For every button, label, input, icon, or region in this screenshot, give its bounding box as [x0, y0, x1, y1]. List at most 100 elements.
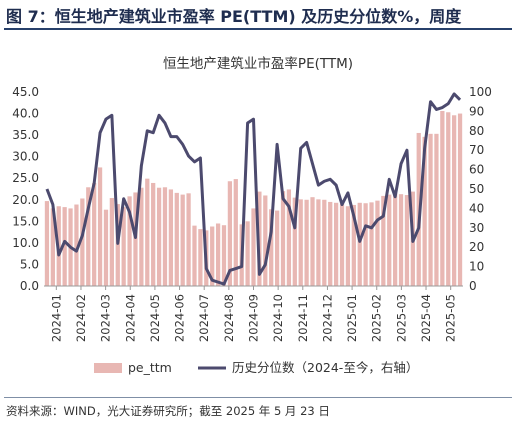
pe-ttm-bar — [363, 203, 368, 286]
right-tick-label: 0 — [469, 279, 477, 293]
pe-ttm-bar — [357, 202, 362, 286]
pe-ttm-bar — [198, 229, 203, 286]
source-rule — [4, 397, 512, 398]
pe-ttm-bar — [351, 204, 356, 286]
pe-ttm-bar — [245, 221, 250, 286]
left-tick-label: 35.0 — [12, 128, 39, 142]
pe-ttm-bar — [434, 133, 439, 286]
pe-ttm-bar — [452, 115, 457, 286]
pe-ttm-bar — [109, 198, 114, 286]
x-tick-label: 2024-01 — [49, 294, 63, 342]
pe-ttm-bar — [339, 204, 345, 286]
pe-ttm-bar — [139, 187, 144, 286]
x-tick-label: 2024-11 — [296, 294, 310, 342]
right-tick-label: 80 — [469, 124, 484, 138]
pe-ttm-bar — [345, 206, 351, 286]
pe-ttm-bar — [286, 189, 292, 286]
pe-ttm-bar — [280, 191, 286, 286]
pe-ttm-bar — [215, 223, 221, 286]
pe-ttm-bar — [322, 199, 327, 286]
pe-ttm-bar — [103, 209, 109, 286]
pe-ttm-bar — [334, 202, 339, 286]
pe-ttm-bar — [127, 196, 132, 286]
pe-ttm-bar — [263, 195, 268, 286]
title-rule — [4, 28, 512, 30]
pe-ttm-bar — [369, 202, 374, 286]
right-tick-label: 70 — [469, 143, 484, 157]
left-tick-label: 0.0 — [20, 279, 39, 293]
legend-line-label: 历史分位数（2024-至今，右轴） — [232, 360, 418, 375]
pe-ttm-bar — [80, 198, 85, 286]
x-tick-label: 2025-01 — [345, 294, 359, 342]
pe-ttm-bar — [156, 187, 162, 286]
pe-ttm-bar — [186, 193, 191, 286]
chart-title: 恒生地产建筑业市盈率PE(TTM) — [163, 55, 353, 72]
right-tick-label: 20 — [469, 240, 484, 254]
pe-ttm-bar — [92, 182, 97, 286]
right-tick-label: 100 — [469, 85, 492, 99]
pe-ttm-bar — [86, 187, 91, 286]
pe-ttm-bar — [298, 199, 303, 286]
pe-ttm-bar — [428, 133, 433, 286]
left-tick-label: 10.0 — [12, 236, 39, 250]
legend: pe_ttm 历史分位数（2024-至今，右轴） — [94, 360, 418, 375]
pe-ttm-bar — [446, 112, 451, 286]
pe-ttm-bar — [50, 208, 55, 286]
figure-title: 图 7：恒生地产建筑业市盈率 PE(TTM) 及历史分位数%，周度 — [6, 7, 462, 26]
x-axis: 2024-01 2024-02 2024-03 2024-04 2024-05 2024-… — [49, 286, 458, 342]
pe-ttm-bar — [269, 209, 274, 286]
pe-ttm-bar — [44, 201, 50, 286]
x-tick-label: 2025-05 — [444, 294, 458, 342]
pe-ttm-bar — [233, 179, 238, 286]
x-tick-label: 2025-04 — [419, 294, 433, 342]
pe-ttm-bar — [375, 200, 380, 286]
left-tick-label: 40.0 — [12, 107, 39, 121]
pe-ttm-bar — [422, 136, 427, 286]
pe-ttm-bar — [151, 182, 156, 286]
pe-ttm-bar — [316, 199, 321, 286]
x-tick-label: 2024-12 — [320, 294, 334, 342]
pe-ttm-bar — [304, 199, 309, 286]
pe-ttm-bar — [387, 194, 392, 286]
pe-ttm-bar — [251, 208, 256, 286]
pe-ttm-bar — [227, 181, 233, 286]
percentile-line — [45, 92, 462, 286]
right-axis: 0 10 20 30 40 50 60 70 80 90 100 — [469, 85, 492, 293]
x-tick-label: 2024-07 — [197, 294, 211, 342]
left-tick-label: 20.0 — [12, 193, 39, 207]
x-tick-label: 2024-03 — [99, 294, 113, 342]
right-tick-label: 30 — [469, 221, 484, 235]
pe-ttm-bar — [310, 197, 315, 286]
x-tick-label: 2025-03 — [394, 294, 408, 342]
pe-ttm-bar — [162, 187, 168, 286]
left-axis: 0.0 5.0 10.0 15.0 20.0 25.0 30.0 35.0 40.0 45.0 — [12, 85, 39, 293]
source-note: 资料来源：WIND，光大证券研究所；截至 2025 年 5 月 23 日 — [6, 404, 330, 418]
pe-ttm-bar — [115, 204, 120, 286]
pe-ttm-bar — [221, 225, 227, 286]
pe-ttm-bar — [97, 167, 103, 286]
pe-ttm-bar — [292, 197, 297, 286]
left-tick-label: 5.0 — [20, 257, 39, 271]
pe-ttm-bar — [210, 226, 215, 286]
pe-ttm-bar — [328, 201, 333, 286]
pe-ttm-bar — [174, 192, 179, 286]
pe-ttm-bar — [133, 192, 138, 286]
pe-ttm-bar — [457, 113, 463, 286]
pe-ttm-bar — [121, 207, 126, 286]
left-tick-label: 15.0 — [12, 214, 39, 228]
x-tick-label: 2024-08 — [222, 294, 236, 342]
pe-ttm-bar — [145, 178, 150, 286]
pe-ttm-bar — [440, 110, 445, 286]
pe-ttm-bar — [74, 204, 79, 286]
pe-ttm-bar — [404, 195, 410, 286]
pe-ttm-bar — [381, 195, 386, 286]
legend-bar-label: pe_ttm — [128, 360, 172, 375]
right-tick-label: 50 — [469, 182, 484, 196]
legend-bar-swatch — [94, 363, 122, 373]
pe-ttm-bar — [180, 194, 185, 286]
x-tick-label: 2024-04 — [123, 294, 137, 342]
pe-ttm-bar — [192, 225, 197, 286]
left-tick-label: 45.0 — [12, 85, 39, 99]
x-tick-label: 2024-10 — [271, 294, 285, 342]
